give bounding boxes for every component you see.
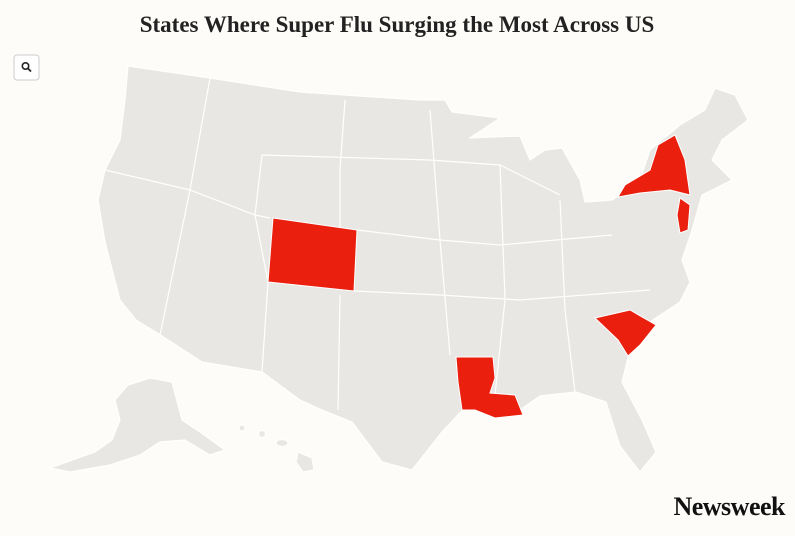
alaska bbox=[47, 377, 227, 473]
hawaii bbox=[238, 424, 315, 473]
state-borders bbox=[494, 164, 506, 396]
hawaii-island bbox=[275, 438, 289, 448]
hawaii-island bbox=[257, 429, 267, 439]
hawaii-island bbox=[238, 424, 246, 432]
search-button[interactable] bbox=[13, 54, 40, 81]
state-borders bbox=[254, 154, 269, 373]
highlighted-state bbox=[676, 197, 691, 234]
map-title: States Where Super Flu Surging the Most … bbox=[140, 12, 655, 37]
state-borders bbox=[337, 294, 341, 411]
search-icon[interactable] bbox=[21, 61, 30, 70]
us-map bbox=[47, 65, 749, 473]
search-icon-handle[interactable] bbox=[27, 67, 32, 73]
highlighted-state bbox=[267, 217, 358, 292]
highlighted-state bbox=[617, 134, 691, 198]
search-box[interactable] bbox=[13, 54, 40, 81]
state-borders bbox=[261, 154, 561, 196]
state-borders bbox=[159, 77, 211, 336]
highlighted-state bbox=[455, 356, 524, 419]
state-borders bbox=[559, 199, 576, 393]
state-borders bbox=[429, 109, 451, 356]
state-borders bbox=[353, 289, 651, 301]
state-borders bbox=[339, 99, 346, 230]
highlighted-state bbox=[593, 309, 657, 357]
state-borders bbox=[356, 229, 613, 246]
hawaii-island bbox=[295, 451, 315, 473]
newsweek-logo: Newsweek bbox=[673, 492, 786, 521]
state-borders bbox=[104, 169, 271, 219]
